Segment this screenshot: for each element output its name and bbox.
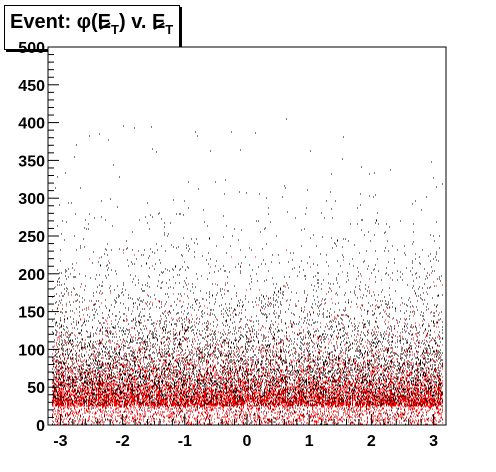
title-sub: T	[111, 22, 119, 37]
y-tick-label: 200	[18, 267, 45, 284]
x-axis: -3 -2 -1 0 1 2 3	[47, 414, 447, 450]
y-tick-label: 500	[18, 40, 45, 57]
title-phi: φ	[76, 11, 91, 33]
y-tick-label: 300	[18, 191, 45, 208]
title-mid: v.	[125, 11, 152, 33]
x-tick-label: 1	[305, 433, 314, 450]
title-met2: E	[151, 11, 166, 33]
title-paren-open: (	[91, 11, 98, 33]
y-tick-label: 150	[18, 305, 45, 322]
y-tick-label: 400	[18, 116, 45, 133]
x-tick-label: -2	[116, 433, 130, 450]
y-tick-label: 450	[18, 78, 45, 95]
x-tick-label: -1	[178, 433, 192, 450]
title-paren-close: )	[118, 11, 126, 33]
y-tick-label: 100	[18, 342, 45, 359]
y-tick-label: 50	[27, 380, 45, 397]
data-points	[52, 118, 443, 426]
title-met: E	[97, 11, 112, 33]
y-tick-label: 250	[18, 229, 45, 246]
x-tick-label: -3	[53, 433, 67, 450]
title-sub2: T	[165, 22, 174, 37]
x-tick-label: 2	[367, 433, 376, 450]
x-tick-label: 3	[429, 433, 438, 450]
x-tick-label: 0	[243, 433, 252, 450]
chart-title: Event: φ(ET) v. ET	[4, 5, 181, 50]
y-axis: 0 50 100 150 200 250 300 350 400 450 500	[18, 40, 59, 435]
y-tick-label: 350	[18, 153, 45, 170]
series-1-points	[52, 249, 443, 426]
y-tick-label: 0	[36, 418, 45, 435]
title-prefix: Event:	[10, 11, 77, 33]
